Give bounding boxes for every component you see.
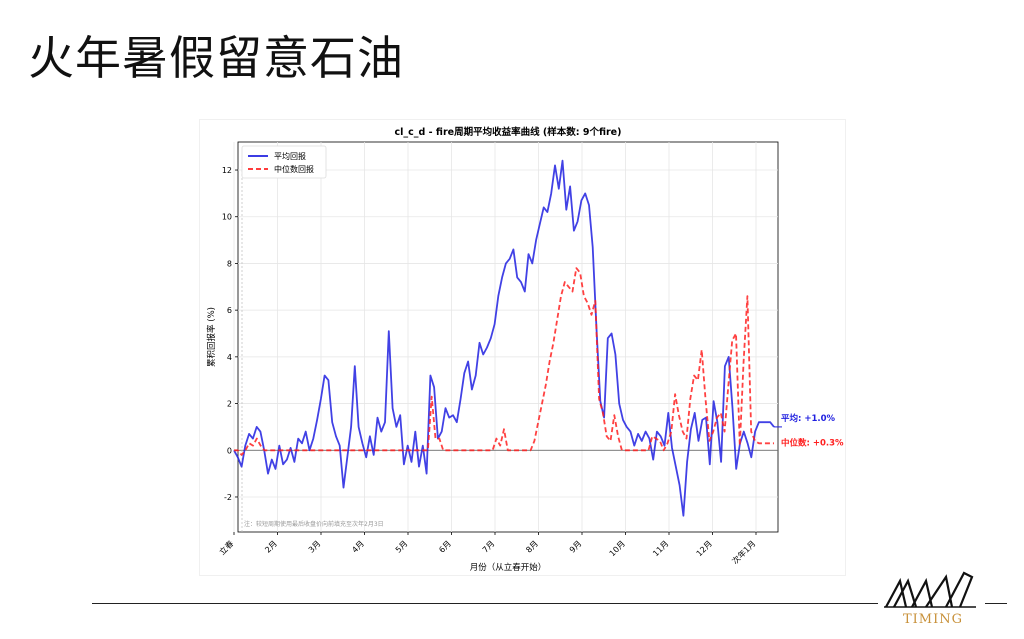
logo-text: TIMING bbox=[902, 612, 963, 627]
x-tick-label: 3月 bbox=[307, 539, 323, 555]
x-tick-label: 10月 bbox=[608, 539, 627, 558]
footer-divider-left bbox=[92, 603, 878, 604]
y-tick-label: 8 bbox=[227, 259, 232, 268]
legend-box bbox=[241, 145, 327, 179]
legend-label: 中位数回报 bbox=[274, 164, 314, 174]
series-line-mean bbox=[233, 159, 775, 517]
y-tick-label: 2 bbox=[227, 400, 232, 409]
chart-panel: -2 0 2 4 6 8 10 12 立春 2月 3月 4月 5月 6月 7月 8月 9月 10月 11月 12月 次年… bbox=[200, 120, 845, 575]
y-tick-label: 12 bbox=[222, 166, 232, 175]
x-tick-label: 4月 bbox=[350, 539, 366, 555]
slide-title: 火年暑假留意石油 bbox=[28, 31, 404, 85]
x-tick-label: 9月 bbox=[568, 539, 584, 555]
chart-note: 注：较短周期使用最后收盘价向前填充至次年2月3日 bbox=[244, 520, 384, 528]
x-tick-label: 2月 bbox=[263, 539, 279, 555]
y-axis-label: 累积回报率 (%) bbox=[206, 307, 217, 367]
line-chart: -2 0 2 4 6 8 10 12 立春 2月 3月 4月 5月 6月 7月 8月 9月 10月 11月 12月 次年… bbox=[206, 126, 844, 573]
series-end-label: 中位数: +0.3% bbox=[781, 437, 844, 448]
footer-divider-right bbox=[985, 603, 1007, 604]
y-tick-label: 4 bbox=[227, 353, 232, 362]
x-tick-label: 8月 bbox=[524, 539, 540, 555]
legend-label: 平均回报 bbox=[274, 151, 306, 161]
x-tick-label: 立春 bbox=[217, 538, 235, 556]
chart-title: cl_c_d - fire周期平均收益率曲线 (样本数: 9个fire) bbox=[395, 126, 622, 138]
x-tick-label: 11月 bbox=[651, 539, 670, 558]
y-tick-label: 10 bbox=[222, 213, 232, 222]
y-tick-label: 6 bbox=[227, 306, 232, 315]
x-tick-label: 5月 bbox=[394, 539, 410, 555]
series-end-label: 平均: +1.0% bbox=[781, 413, 836, 424]
x-tick-label: 7月 bbox=[481, 539, 497, 555]
x-tick-label: 次年1月 bbox=[730, 538, 758, 566]
series-line-median bbox=[234, 267, 774, 456]
y-tick-label: 0 bbox=[227, 446, 232, 455]
y-tick-label: -2 bbox=[224, 493, 232, 502]
x-tick-label: 6月 bbox=[437, 539, 453, 555]
plot-area bbox=[237, 141, 779, 533]
x-tick-label: 12月 bbox=[695, 539, 714, 558]
x-axis-label: 月份（从立春开始） bbox=[470, 562, 547, 573]
timing-logo-icon bbox=[884, 571, 976, 608]
